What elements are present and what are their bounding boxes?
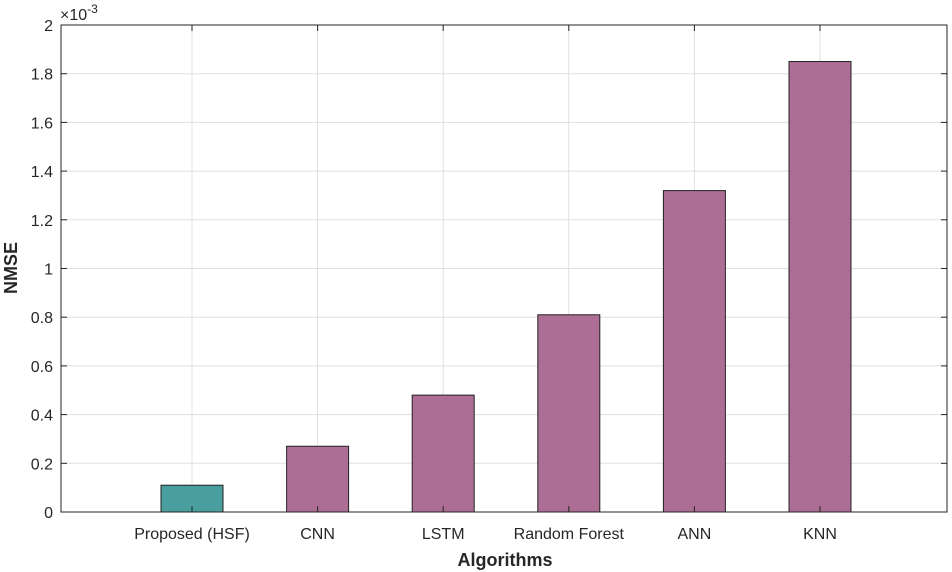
y-tick-label: 1.4 <box>31 164 53 181</box>
x-tick-label: CNN <box>300 526 335 543</box>
bars-group <box>160 61 852 513</box>
bar-knn <box>788 61 852 513</box>
x-axis-title: Algorithms <box>457 550 552 570</box>
exponent-label: ×10-3 <box>60 2 98 24</box>
y-tick-label: 1.8 <box>31 67 53 84</box>
y-axis-ticks: 0 0.2 0.4 0.6 0.8 1 1.2 1.4 1.6 1.8 2 <box>31 18 947 522</box>
bar-lstm <box>411 394 475 513</box>
bar-ann <box>662 190 726 513</box>
x-tick-label: Random Forest <box>514 526 625 543</box>
x-tick-label: Proposed (HSF) <box>134 526 250 543</box>
y-tick-label: 2 <box>44 18 53 35</box>
y-tick-label: 0.8 <box>31 310 53 327</box>
y-tick-label: 1.2 <box>31 213 53 230</box>
y-tick-label: 0.2 <box>31 456 53 473</box>
exponent-power: -3 <box>87 2 98 16</box>
bar-random-forest <box>537 314 601 513</box>
y-axis-title: NMSE <box>1 242 21 294</box>
x-axis-ticks: Proposed (HSF) CNN LSTM Random Forest ANN KNN <box>134 25 837 543</box>
y-tick-label: 1 <box>44 262 53 279</box>
exponent-base: ×10 <box>60 7 87 24</box>
y-tick-label: 0 <box>44 505 53 522</box>
y-tick-label: 0.6 <box>31 359 53 376</box>
y-tick-label: 1.6 <box>31 115 53 132</box>
bar-cnn <box>286 445 350 513</box>
x-tick-label: ANN <box>678 526 712 543</box>
y-tick-label: 0.4 <box>31 408 53 425</box>
x-tick-label: LSTM <box>422 526 465 543</box>
x-tick-label: KNN <box>803 526 837 543</box>
